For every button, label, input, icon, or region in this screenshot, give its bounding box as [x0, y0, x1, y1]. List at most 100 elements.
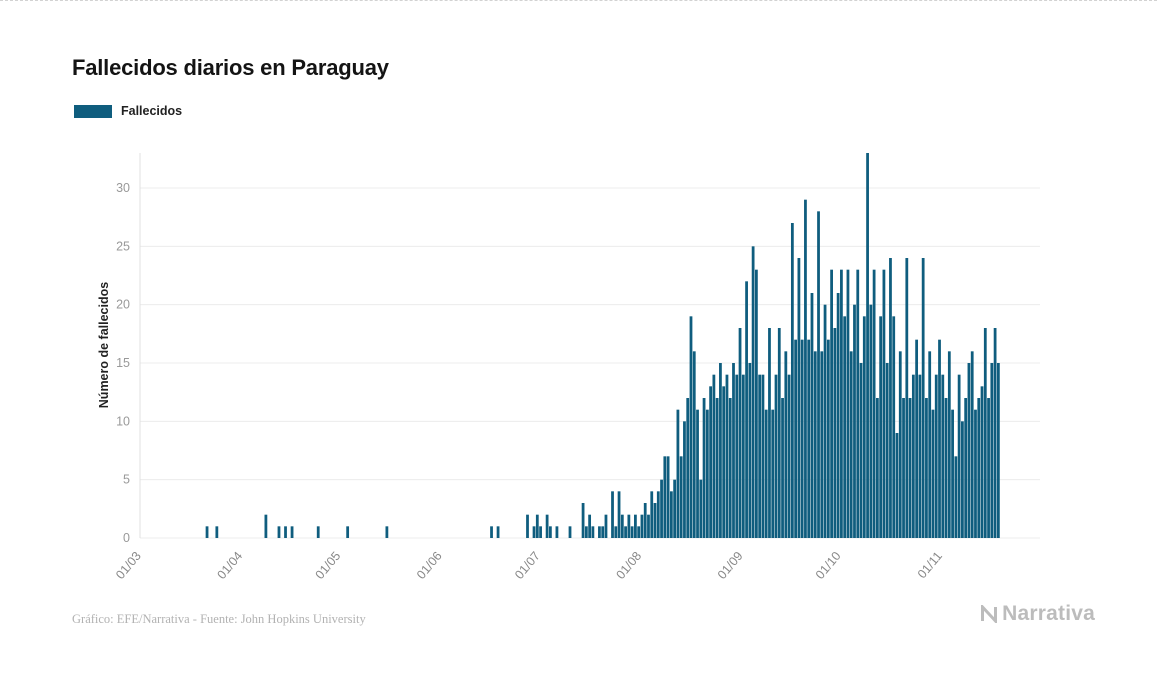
bar — [584, 526, 588, 538]
y-tick-label: 0 — [123, 531, 130, 545]
bar — [817, 211, 820, 538]
bar — [683, 421, 686, 538]
x-tick-label: 01/06 — [414, 549, 445, 582]
bar — [833, 328, 837, 538]
bar — [588, 514, 592, 538]
bar — [215, 526, 219, 538]
bar — [784, 351, 788, 538]
x-tick-label: 01/08 — [613, 549, 644, 582]
bar — [905, 258, 909, 538]
bar — [807, 339, 811, 538]
bar — [902, 398, 905, 538]
bar — [617, 491, 621, 538]
y-tick-label: 25 — [116, 239, 130, 253]
bar — [679, 456, 683, 538]
chart-title: Fallecidos diarios en Paraguay — [72, 54, 389, 80]
bar — [908, 398, 912, 538]
bar — [696, 409, 699, 538]
bar — [581, 503, 585, 538]
bar — [859, 363, 863, 538]
bar — [666, 456, 670, 538]
x-tick-label: 01/04 — [214, 549, 245, 582]
bar — [921, 258, 925, 538]
bar — [705, 409, 709, 538]
bar — [598, 526, 601, 538]
bar — [732, 363, 735, 538]
chart-area: 0 5 10 15 20 25 30 Número de fallecidos 01/03 01/… — [0, 130, 1157, 605]
bar — [591, 526, 595, 538]
bar — [660, 479, 663, 538]
bar — [673, 479, 677, 538]
bar — [656, 491, 660, 538]
bar — [889, 258, 892, 538]
bar — [555, 526, 559, 538]
bar — [895, 433, 899, 538]
bar — [892, 316, 896, 538]
bar — [866, 153, 869, 538]
bar — [947, 351, 951, 538]
bar — [545, 514, 549, 538]
bar — [611, 491, 614, 538]
bar — [931, 409, 935, 538]
bar — [709, 386, 712, 538]
bar — [568, 526, 572, 538]
bar — [741, 374, 745, 538]
bar — [692, 351, 696, 538]
bar — [549, 526, 552, 538]
bar — [898, 351, 902, 538]
bar — [804, 199, 807, 539]
bar — [637, 526, 641, 538]
bar — [918, 374, 922, 538]
bar — [970, 351, 974, 538]
bar — [634, 514, 637, 538]
bar — [758, 374, 762, 538]
narrativa-logo: Narrativa — [980, 602, 1095, 626]
bar — [957, 374, 961, 538]
bar — [526, 514, 529, 538]
bar — [830, 269, 833, 538]
bar — [840, 269, 843, 538]
bar — [316, 526, 320, 538]
bar — [794, 339, 798, 538]
bar — [751, 246, 755, 538]
bar — [624, 526, 627, 538]
bar — [974, 409, 977, 538]
bar — [797, 258, 801, 538]
bar — [385, 526, 389, 538]
bar — [911, 374, 915, 538]
bar — [647, 514, 650, 538]
bar — [777, 328, 781, 538]
bar — [823, 304, 827, 538]
bar — [277, 526, 281, 538]
bar — [735, 374, 739, 538]
bar — [535, 514, 539, 538]
bar — [869, 304, 873, 538]
deaths-bar-chart: 0 5 10 15 20 25 30 Número de fallecidos 01/03 01/… — [97, 153, 1040, 582]
bar — [264, 514, 268, 538]
bar — [663, 456, 667, 538]
y-tick-label: 20 — [116, 298, 130, 312]
bar — [853, 304, 856, 538]
bar — [627, 514, 631, 538]
y-tick-label: 5 — [123, 473, 130, 487]
bar — [961, 421, 964, 538]
bar — [650, 491, 654, 538]
x-tick-label: 01/09 — [715, 549, 746, 582]
bar — [820, 351, 824, 538]
bar — [826, 339, 830, 538]
bar — [346, 526, 350, 538]
bar — [614, 526, 618, 538]
x-tick-label: 01/10 — [813, 549, 844, 582]
bar — [781, 398, 784, 538]
bar — [532, 526, 536, 538]
bar — [205, 526, 209, 538]
bar — [745, 281, 748, 538]
bar — [849, 351, 853, 538]
bar — [967, 363, 971, 538]
bar — [836, 293, 840, 538]
bar — [284, 526, 287, 538]
bar — [800, 339, 804, 538]
bar — [813, 351, 817, 538]
bar — [601, 526, 605, 538]
